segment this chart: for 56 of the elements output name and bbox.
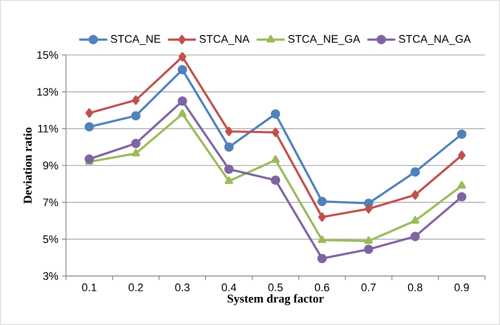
point <box>178 96 188 106</box>
point <box>178 65 188 74</box>
point <box>458 150 466 160</box>
y-tick-label: 3% <box>43 272 58 280</box>
point <box>85 108 94 118</box>
point <box>317 196 327 206</box>
x-tick-label: 0.8 <box>408 284 422 292</box>
point <box>411 190 419 200</box>
point <box>270 176 280 185</box>
point <box>132 95 140 105</box>
point <box>224 142 234 152</box>
x-tick-label: 0.2 <box>128 284 143 292</box>
point <box>457 130 466 139</box>
y-tick-label: 7% <box>43 198 58 206</box>
legend-label: STCA_NA <box>200 35 250 45</box>
y-tick-label: 15% <box>37 51 58 59</box>
point <box>364 236 373 244</box>
point <box>458 181 466 189</box>
x-tick-label: 0.6 <box>314 284 330 292</box>
point <box>131 138 141 148</box>
x-tick-label: 0.4 <box>222 284 236 292</box>
point <box>84 122 94 132</box>
point <box>132 148 140 156</box>
point <box>410 232 420 242</box>
point <box>318 212 326 222</box>
x-tick-label: 0.1 <box>82 284 96 292</box>
point <box>271 155 280 163</box>
x-tick-label: 0.7 <box>361 284 376 292</box>
point <box>457 192 466 202</box>
point <box>178 109 187 117</box>
point <box>225 126 233 136</box>
point <box>84 154 94 164</box>
y-tick-label: 13% <box>37 88 58 96</box>
x-axis-title: System drag factor <box>228 294 324 306</box>
point <box>270 109 280 119</box>
x-tick-label: 0.3 <box>175 284 190 292</box>
x-tick-label: 0.9 <box>454 284 469 292</box>
y-tick-label: 11% <box>38 124 58 132</box>
point <box>317 254 327 264</box>
point <box>318 235 326 243</box>
legend-label: STCA_NE <box>110 35 160 45</box>
point <box>224 164 234 174</box>
point <box>178 52 186 62</box>
legend-label: STCA_NE_GA <box>288 35 360 45</box>
y-tick-label: 5% <box>43 235 58 244</box>
point <box>364 204 372 214</box>
point <box>131 111 141 120</box>
point <box>410 167 420 177</box>
point <box>364 244 374 254</box>
y-tick-label: 9% <box>43 162 58 170</box>
point <box>224 176 234 184</box>
point <box>272 128 280 138</box>
legend-label: STCA_NA_GA <box>398 35 471 45</box>
y-axis-title: Deviation ratio <box>23 128 32 204</box>
point <box>410 216 420 224</box>
x-tick-label: 0.5 <box>268 284 283 292</box>
